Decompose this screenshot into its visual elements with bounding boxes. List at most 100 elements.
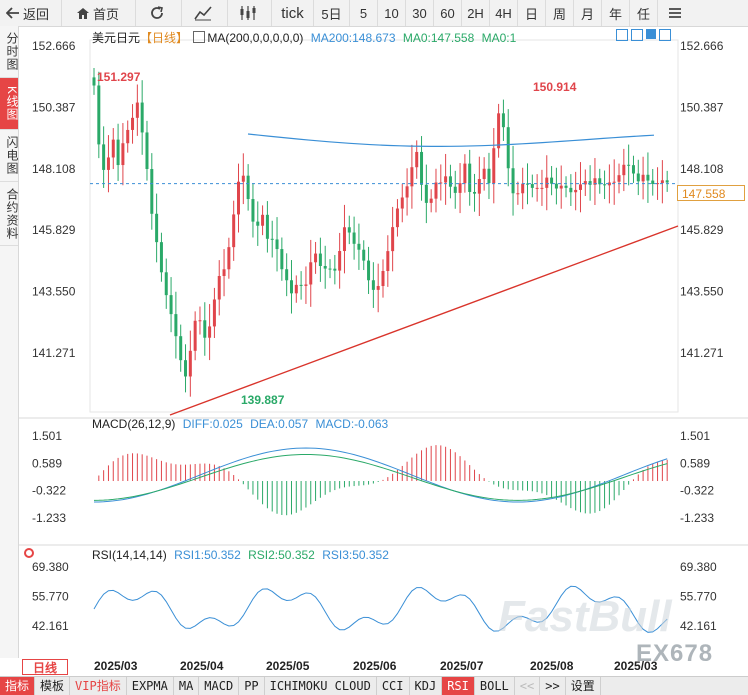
macd-value: MACD:-0.063 bbox=[315, 417, 389, 431]
candle-body bbox=[405, 186, 409, 198]
candle-body bbox=[593, 178, 597, 185]
sidebar-item-3[interactable]: 合约资料 bbox=[0, 182, 19, 246]
candle-body bbox=[578, 184, 582, 190]
candle-body bbox=[583, 181, 587, 185]
period-7-button[interactable]: 日 bbox=[518, 0, 546, 26]
sidebar-item-0[interactable]: 分时图 bbox=[0, 26, 19, 78]
support-trendline bbox=[169, 225, 679, 416]
tick-button[interactable]: tick bbox=[272, 0, 314, 26]
ma-settings-icon[interactable] bbox=[193, 31, 206, 43]
period-9-button[interactable]: 月 bbox=[574, 0, 602, 26]
period-1-button[interactable]: 5 bbox=[350, 0, 378, 26]
candle-body bbox=[641, 174, 645, 182]
back-arrow-icon bbox=[6, 7, 19, 19]
sidebar-item-1[interactable]: K线图 bbox=[0, 78, 19, 130]
candle-body bbox=[511, 168, 515, 194]
period-buttons: 5日 5 10 30 60 2H 4H 日周月年任 bbox=[314, 0, 658, 26]
tab-9[interactable]: KDJ bbox=[410, 677, 443, 695]
candle-body bbox=[651, 180, 655, 185]
candle-body bbox=[429, 198, 433, 203]
macd-axis-label: 0.589 bbox=[680, 456, 710, 470]
line-chart-button[interactable] bbox=[182, 0, 228, 26]
period-2-button[interactable]: 10 bbox=[378, 0, 406, 26]
tab-13[interactable]: >> bbox=[540, 677, 566, 695]
top-toolbar: 返回 首页 tick 5日 5 10 30 60 2H 4H 日周月年任 bbox=[0, 0, 748, 27]
ma-params: MA(200,0,0,0,0,0) bbox=[207, 31, 304, 45]
home-button[interactable]: 首页 bbox=[62, 0, 136, 26]
macd-legend: MACD(26,12,9) DIFF:0.025 DEA:0.057 MACD:… bbox=[92, 417, 388, 431]
crosshair-icon[interactable] bbox=[616, 29, 628, 41]
candle-body bbox=[116, 139, 120, 166]
candle-body bbox=[497, 113, 501, 149]
candle-body bbox=[121, 143, 125, 166]
candle-body bbox=[617, 175, 621, 182]
candle-body bbox=[237, 181, 240, 215]
candle-body bbox=[270, 238, 274, 240]
home-label: 首页 bbox=[93, 6, 120, 22]
tab-0[interactable]: 指标 bbox=[0, 677, 36, 695]
candlestick-button[interactable] bbox=[228, 0, 272, 26]
forward-icon[interactable] bbox=[646, 29, 656, 39]
tab-2[interactable]: VIP指标 bbox=[70, 677, 127, 695]
sidebar-item-2[interactable]: 闪电图 bbox=[0, 130, 19, 182]
chart-area[interactable]: 152.666 152.666 150.387 150.387 148.108 148.1… bbox=[18, 26, 748, 667]
candle-body bbox=[131, 117, 135, 130]
candle-body bbox=[289, 280, 293, 294]
tab-11[interactable]: BOLL bbox=[475, 677, 515, 695]
macd-axis-label-left: -1.233 bbox=[32, 511, 66, 525]
candle-body bbox=[415, 151, 419, 168]
rsi-settings-icon[interactable] bbox=[24, 548, 34, 558]
candle-body bbox=[381, 271, 385, 287]
candle-body bbox=[265, 214, 269, 239]
back-button[interactable]: 返回 bbox=[0, 0, 62, 26]
refresh-button[interactable] bbox=[136, 0, 182, 26]
price-axis-label-left: 143.550 bbox=[32, 285, 76, 299]
candle-body bbox=[333, 268, 337, 271]
candle-body bbox=[665, 180, 669, 183]
tab-8[interactable]: CCI bbox=[377, 677, 410, 695]
period-10-button[interactable]: 年 bbox=[602, 0, 630, 26]
candle-body bbox=[212, 299, 216, 327]
date-tick-6: 2025/03 bbox=[614, 659, 658, 673]
info-icon[interactable] bbox=[659, 29, 671, 41]
tab-5[interactable]: MACD bbox=[199, 677, 240, 695]
candle-body bbox=[280, 249, 284, 270]
tab-1[interactable]: 模板 bbox=[35, 677, 71, 695]
candle-body bbox=[477, 179, 481, 194]
tab-14[interactable]: 设置 bbox=[566, 677, 601, 695]
period-tag[interactable]: 【日线】 bbox=[140, 31, 189, 45]
rsi-axis-label: 55.770 bbox=[680, 590, 717, 604]
period-4-button[interactable]: 60 bbox=[434, 0, 462, 26]
candle-body bbox=[574, 189, 578, 193]
more-menu-button[interactable] bbox=[658, 0, 694, 26]
zoom-icon[interactable] bbox=[631, 29, 643, 41]
candle-body bbox=[550, 177, 554, 184]
candle-body bbox=[347, 227, 351, 233]
price-axis-label: 148.108 bbox=[680, 162, 724, 176]
period-0-button[interactable]: 5日 bbox=[314, 0, 350, 26]
period-5-button[interactable]: 2H bbox=[462, 0, 490, 26]
period-11-button[interactable]: 任 bbox=[630, 0, 658, 26]
candle-body bbox=[660, 180, 664, 184]
period-label: 60 bbox=[440, 5, 455, 21]
period-6-button[interactable]: 4H bbox=[490, 0, 518, 26]
candle-body bbox=[357, 243, 361, 250]
tab-10[interactable]: RSI bbox=[442, 677, 475, 695]
tab-7[interactable]: ICHIMOKU CLOUD bbox=[265, 677, 377, 695]
tab-4[interactable]: MA bbox=[174, 677, 200, 695]
period-label: 5 bbox=[359, 5, 368, 21]
tab-6[interactable]: PP bbox=[239, 677, 265, 695]
candle-body bbox=[424, 184, 428, 203]
period-3-button[interactable]: 30 bbox=[406, 0, 434, 26]
tab-3[interactable]: EXPMA bbox=[127, 677, 174, 695]
macd-dea: DEA:0.057 bbox=[250, 417, 309, 431]
rsi-axis-label: 69.380 bbox=[680, 560, 717, 574]
candle-body bbox=[92, 77, 96, 86]
kline-chart[interactable]: 152.666 152.666 150.387 150.387 148.108 148.1… bbox=[18, 26, 748, 658]
symbol-name: 美元日元 bbox=[92, 31, 141, 45]
period-label[interactable]: 日线 bbox=[22, 659, 68, 675]
period-8-button[interactable]: 周 bbox=[546, 0, 574, 26]
candle-body bbox=[646, 174, 650, 181]
macd-diff: DIFF:0.025 bbox=[182, 417, 243, 431]
tab-12[interactable]: << bbox=[515, 677, 541, 695]
